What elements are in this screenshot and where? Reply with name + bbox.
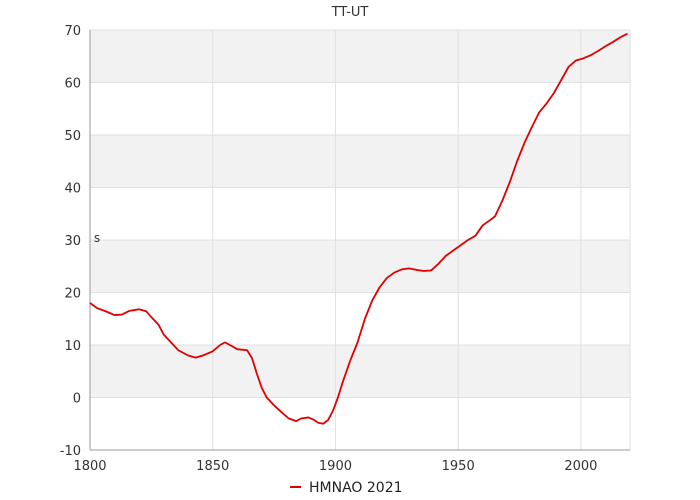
- legend-label: HMNAO 2021: [309, 480, 403, 496]
- y-tick-label: 20: [64, 287, 81, 302]
- chart-title: TT-UT: [331, 5, 369, 20]
- plot-background-bands: [90, 30, 630, 398]
- series-line: [89, 32, 628, 425]
- y-axis-unit-label: s: [94, 231, 100, 245]
- x-tick-label: 2000: [564, 459, 597, 474]
- x-tick-label: 1800: [73, 459, 106, 474]
- background-band: [90, 30, 630, 83]
- x-tick-labels: 1800 1850 1900 1950 2000: [73, 459, 597, 474]
- y-tick-label: 70: [64, 24, 81, 39]
- x-tick-label: 1950: [442, 459, 475, 474]
- x-tick-label: 1900: [319, 459, 352, 474]
- y-tick-label: -10: [60, 444, 81, 459]
- background-band: [90, 345, 630, 398]
- y-tick-label: 0: [73, 392, 81, 407]
- background-band: [90, 240, 630, 293]
- y-tick-label: 60: [64, 77, 81, 92]
- y-tick-label: 50: [64, 129, 81, 144]
- y-tick-labels: -10 0 10 20 30 40 50 60 70: [60, 24, 81, 459]
- series-layer: [89, 32, 628, 425]
- legend[interactable]: HMNAO 2021: [290, 480, 403, 496]
- y-tick-label: 10: [64, 339, 81, 354]
- y-tick-label: 30: [64, 234, 81, 249]
- background-band: [90, 135, 630, 188]
- x-tick-label: 1850: [196, 459, 229, 474]
- y-tick-label: 40: [64, 182, 81, 197]
